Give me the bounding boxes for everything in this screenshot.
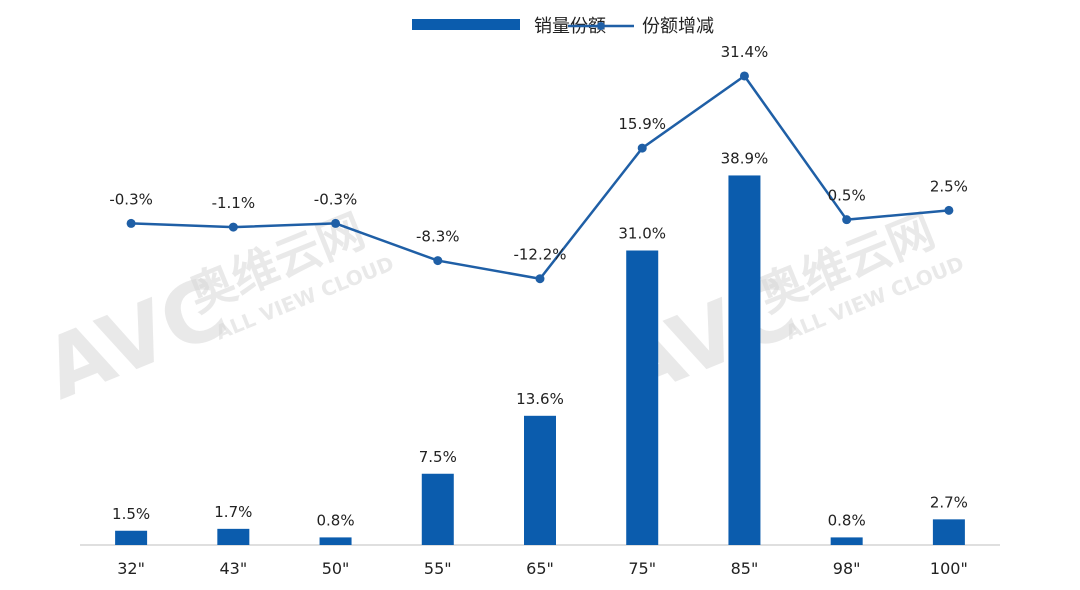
line-point — [739, 71, 749, 81]
line-point — [126, 218, 136, 228]
bar-data-label: 0.8% — [317, 511, 355, 529]
line-data-label: -12.2% — [513, 246, 566, 264]
legend: 销量份额 份额增减 — [412, 16, 714, 37]
x-tick-label: 100" — [930, 559, 968, 578]
line-data-label: 31.4% — [721, 43, 769, 61]
bar — [626, 250, 659, 545]
x-tick-label: 85" — [731, 559, 759, 578]
line-data-label: -0.3% — [109, 190, 153, 208]
line-data-label: 15.9% — [618, 115, 666, 133]
line-point — [433, 256, 443, 266]
line-data-label: 0.5% — [828, 187, 866, 205]
line-point — [944, 205, 954, 215]
line-point — [842, 215, 852, 225]
line-point — [637, 143, 647, 153]
bar-data-label: 0.8% — [828, 511, 866, 529]
line-data-label: -1.1% — [212, 194, 256, 212]
bar-data-label: 2.7% — [930, 493, 968, 511]
bar — [217, 528, 250, 545]
legend-bar-swatch — [412, 19, 520, 30]
x-tick-label: 32" — [117, 559, 145, 578]
legend-line-label: 份额增减 — [642, 16, 714, 37]
bar-data-label: 1.7% — [214, 503, 252, 521]
bar — [319, 537, 352, 545]
bar — [830, 537, 863, 545]
bar — [932, 519, 965, 545]
x-tick-label: 98" — [833, 559, 861, 578]
bar-data-label: 38.9% — [721, 149, 769, 167]
bar — [728, 175, 761, 545]
line-data-label: 2.5% — [930, 177, 968, 195]
x-tick-label: 55" — [424, 559, 452, 578]
line-data-label: -0.3% — [314, 190, 358, 208]
x-tick-label: 43" — [219, 559, 247, 578]
bar — [524, 415, 556, 545]
bar-data-label: 31.0% — [618, 225, 666, 243]
bar-data-label: 1.5% — [112, 505, 150, 523]
line-point — [228, 222, 238, 232]
bar-data-label: 7.5% — [419, 448, 457, 466]
plot-area: 1.5% 32" 1.7% 43" 0.8% 50" 7.5% 55" 13.6% 65" 31.0… — [80, 43, 1000, 578]
bar-data-label: 13.6% — [516, 390, 564, 408]
line-data-label: -8.3% — [416, 228, 460, 246]
legend-line-marker — [597, 22, 605, 30]
line-point — [535, 274, 545, 284]
line-point — [331, 218, 341, 228]
bar — [421, 473, 454, 545]
x-tick-label: 50" — [322, 559, 350, 578]
x-tick-label: 75" — [628, 559, 656, 578]
x-tick-label: 65" — [526, 559, 554, 578]
bar — [115, 530, 148, 545]
